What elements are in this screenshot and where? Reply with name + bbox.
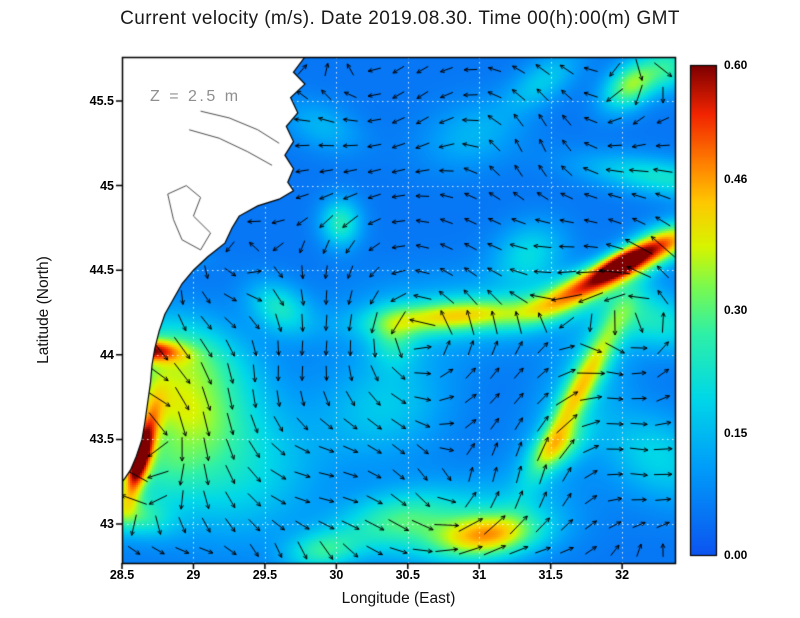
x-tick-label: 29.5: [252, 568, 278, 582]
x-tick-label: 30.5: [395, 568, 420, 582]
y-tick-label: 43: [100, 517, 114, 532]
y-tick-label: 45: [100, 178, 114, 193]
y-axis-label: Latitude (North): [35, 256, 52, 364]
y-tick-label: 44.5: [89, 263, 114, 278]
colorbar-tick-label: 0.15: [724, 425, 748, 440]
x-tick-label: 28.5: [109, 568, 135, 582]
depth-annotation: Z = 2.5 m: [150, 88, 241, 105]
y-tick-label: 44: [100, 347, 114, 362]
y-tick-label: 43.5: [89, 432, 114, 447]
colorbar-tick-label: 0.60: [724, 58, 748, 72]
x-tick-label: 30: [329, 568, 344, 582]
figure-title: Current velocity (m/s). Date 2019.08.30.…: [120, 8, 680, 29]
x-tick-label: 31: [472, 568, 487, 582]
colorbar-tick-label: 0.30: [724, 303, 748, 317]
x-tick-label: 29: [186, 568, 201, 582]
colorbar-tick-label: 0.00: [724, 548, 748, 562]
colorbar-tick-label: 0.46: [724, 172, 748, 187]
x-tick-label: 31.5: [538, 568, 563, 582]
x-tick-label: 32: [615, 568, 630, 582]
y-tick-label: 45.5: [89, 94, 114, 108]
x-axis-label: Longitude (East): [341, 590, 456, 607]
